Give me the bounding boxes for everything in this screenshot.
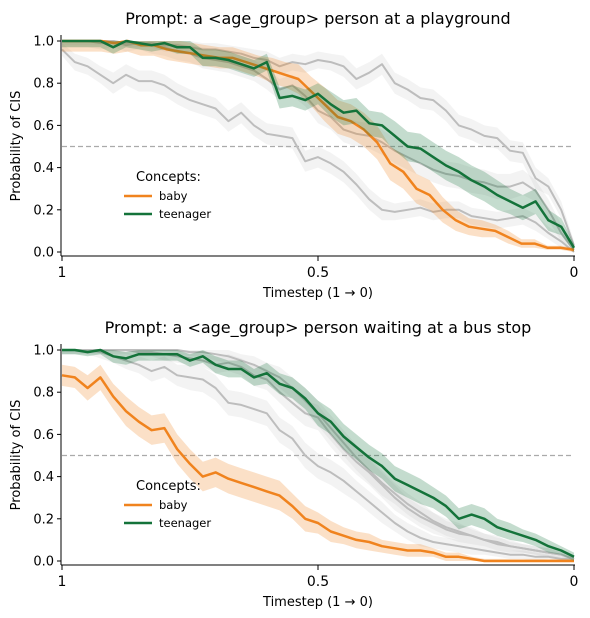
y-tick-label: 1.0 bbox=[33, 344, 54, 359]
legend-label-baby-1: baby bbox=[159, 189, 188, 203]
legend-label-teenager-2: teenager bbox=[159, 516, 211, 530]
series-line-teenager bbox=[62, 348, 575, 558]
y-tick-label: 0.0 bbox=[33, 555, 54, 570]
y-tick-label: 0.2 bbox=[33, 512, 54, 527]
y-tick-label: 0.0 bbox=[33, 246, 54, 261]
x-axis-label-1: Timestep (1 → 0) bbox=[262, 286, 373, 301]
x-axis-label-2: Timestep (1 → 0) bbox=[262, 595, 373, 610]
legend-title-2: Concepts: bbox=[136, 479, 201, 494]
y-tick-label: 0.2 bbox=[33, 203, 54, 218]
series-band-baby bbox=[62, 41, 574, 252]
x-tick-label: 1 bbox=[58, 265, 67, 281]
series-line-baby bbox=[61, 374, 574, 563]
x-tick-label: 0.5 bbox=[307, 265, 329, 281]
y-tick-label: 0.4 bbox=[33, 161, 54, 176]
y-axis-label-2: Probability of CIS bbox=[9, 400, 24, 511]
y-tick-label: 0.4 bbox=[33, 470, 54, 485]
plot-area-1: 0.0 0.2 0.4 0.6 0.8 1.0 1 0.5 0 bbox=[33, 35, 578, 282]
chart-title-2: Prompt: a <age_group> person waiting at … bbox=[105, 318, 532, 338]
series-band-teenager bbox=[62, 41, 574, 252]
y-tick-label: 1.0 bbox=[33, 35, 54, 50]
series-band-reference-2 bbox=[62, 43, 574, 252]
x-tick-label: 0.5 bbox=[307, 574, 329, 590]
x-tick-label: 0 bbox=[570, 265, 579, 281]
y-axis-label-1: Probability of CIS bbox=[9, 91, 24, 202]
series-band-reference-2 bbox=[62, 350, 574, 561]
legend-label-baby-2: baby bbox=[159, 498, 188, 512]
chart-title-1: Prompt: a <age_group> person at a playgr… bbox=[125, 9, 510, 29]
legend-title-1: Concepts: bbox=[136, 170, 201, 185]
plot-area-2: 0.0 0.2 0.4 0.6 0.8 1.0 1 0.5 0 bbox=[33, 344, 578, 591]
legend-2: Concepts: baby teenager bbox=[124, 479, 211, 530]
y-tick-label: 0.8 bbox=[33, 77, 54, 92]
series-line-reference-4 bbox=[62, 40, 575, 247]
chart-panel-2: Prompt: a <age_group> person waiting at … bbox=[9, 318, 578, 610]
y-tick-label: 0.6 bbox=[33, 428, 54, 443]
series-line-reference-2 bbox=[61, 48, 575, 253]
y-tick-label: 0.6 bbox=[33, 119, 54, 134]
legend-1: Concepts: baby teenager bbox=[124, 170, 211, 221]
x-tick-label: 0 bbox=[570, 574, 579, 590]
legend-label-teenager-1: teenager bbox=[159, 207, 211, 221]
series-line-teenager bbox=[62, 39, 576, 249]
chart-panel-1: Prompt: a <age_group> person at a playgr… bbox=[9, 9, 578, 301]
series-line-reference-2 bbox=[62, 349, 574, 560]
y-tick-label: 0.8 bbox=[33, 386, 54, 401]
series-band-teenager bbox=[62, 350, 574, 561]
x-tick-label: 1 bbox=[58, 574, 67, 590]
